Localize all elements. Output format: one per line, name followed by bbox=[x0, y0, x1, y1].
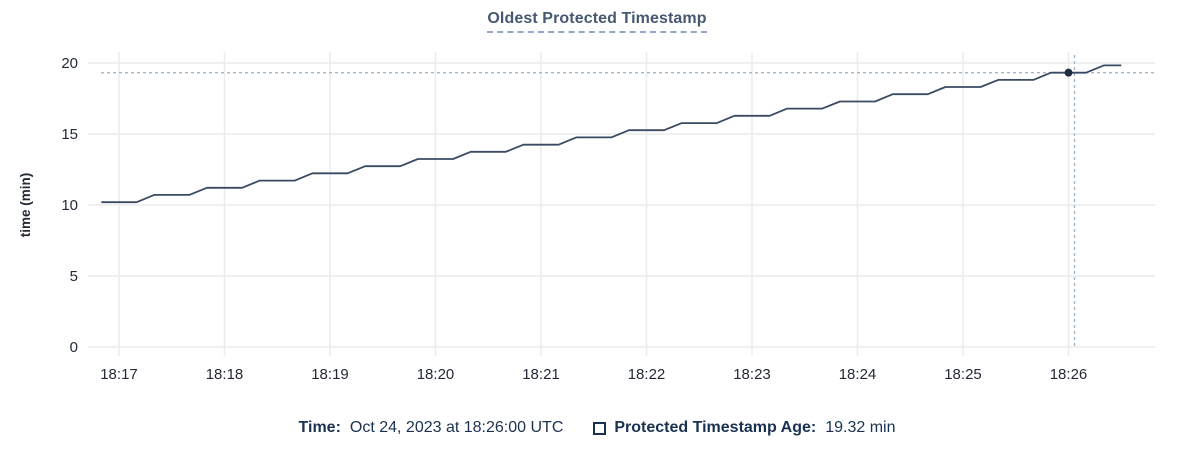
hover-point-dot bbox=[1064, 68, 1073, 77]
line-chart-plot[interactable]: 0 5 10 15 20 18:17 18:18 18:19 18:20 18:21 18:22 18… bbox=[0, 0, 1194, 404]
x-tick-label: 18:22 bbox=[628, 366, 666, 383]
y-axis-label: time (min) bbox=[18, 173, 33, 238]
x-tick-label: 18:21 bbox=[522, 366, 560, 383]
y-tick-label: 15 bbox=[61, 126, 78, 143]
time-label: Time: bbox=[298, 419, 341, 436]
legend-item-protected-timestamp-age[interactable]: Protected Timestamp Age: 19.32 min bbox=[593, 419, 895, 437]
x-tick-label: 18:25 bbox=[944, 366, 982, 383]
chart-title[interactable]: Oldest Protected Timestamp bbox=[487, 10, 707, 33]
x-tick-label: 18:18 bbox=[206, 366, 244, 383]
chart-header: Oldest Protected Timestamp bbox=[0, 10, 1194, 33]
x-tick-label: 18:19 bbox=[311, 366, 349, 383]
series-value: 19.32 min bbox=[825, 419, 896, 436]
x-tick-label: 18:20 bbox=[417, 366, 455, 383]
y-tick-label: 0 bbox=[70, 339, 78, 356]
series-line-protected-timestamp-age bbox=[101, 64, 1122, 204]
series-label: Protected Timestamp Age: bbox=[614, 419, 817, 436]
y-tick-label: 5 bbox=[70, 268, 78, 285]
y-tick-label: 20 bbox=[61, 55, 78, 72]
x-tick-label: 18:24 bbox=[839, 366, 877, 383]
x-tick-label: 18:23 bbox=[733, 366, 771, 383]
x-tick-label: 18:17 bbox=[100, 366, 138, 383]
y-tick-label: 10 bbox=[61, 197, 78, 214]
chart-footer: Time: Oct 24, 2023 at 18:26:00 UTC Prote… bbox=[0, 419, 1194, 437]
series-checkbox-icon[interactable] bbox=[593, 421, 607, 435]
x-tick-label: 18:26 bbox=[1050, 366, 1088, 383]
time-value: Oct 24, 2023 at 18:26:00 UTC bbox=[349, 419, 564, 436]
